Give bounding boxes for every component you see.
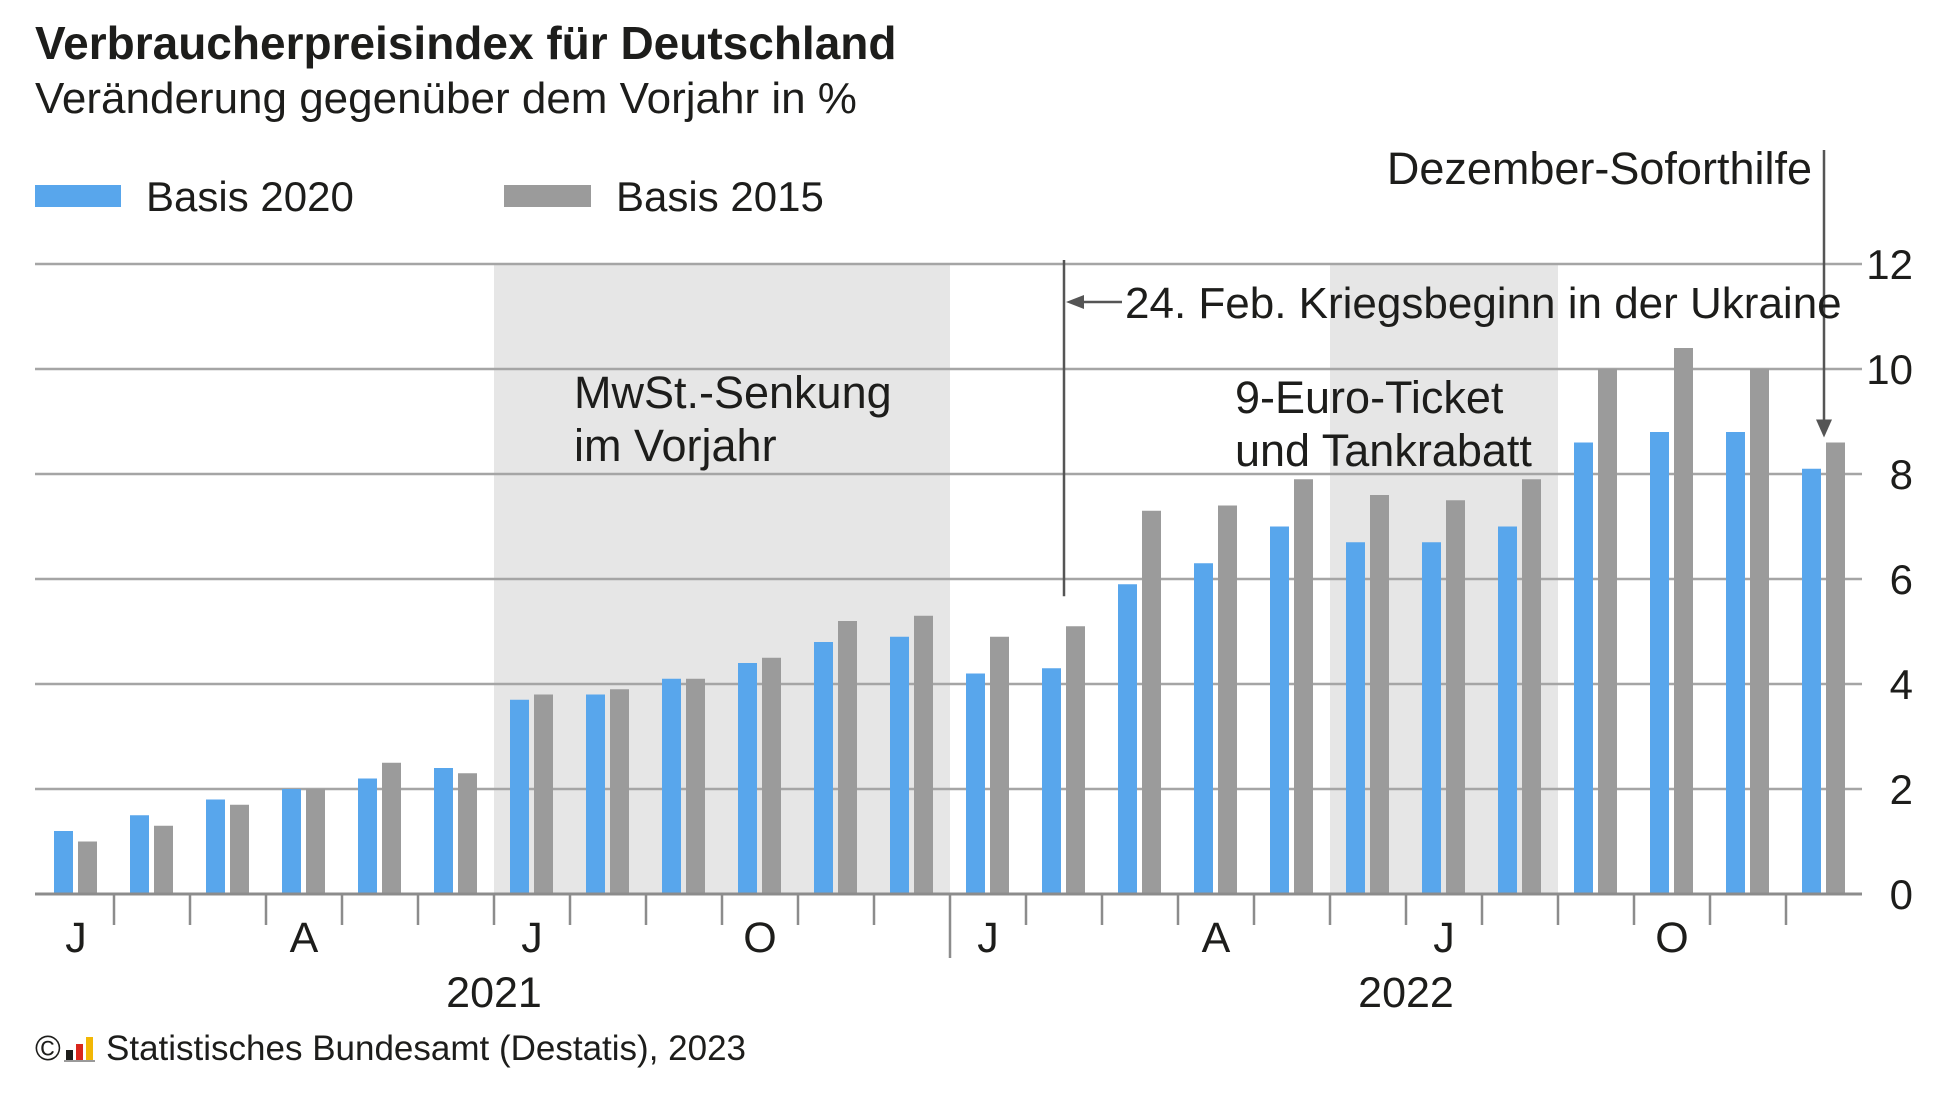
year-label: 2022: [1358, 969, 1454, 1017]
bar-basis-2015-2021-06: [458, 773, 477, 894]
bar-basis-2020-2022-09: [1574, 442, 1593, 894]
y-tick-label-8: 8: [1890, 451, 1913, 498]
x-tick-label: A: [290, 914, 319, 962]
arrow-left-icon: [1066, 295, 1084, 309]
legend-label-basis-2015: Basis 2015: [616, 173, 824, 220]
source-label: Statistisches Bundesamt (Destatis), 2023: [106, 1029, 746, 1068]
bar-basis-2020-2021-10: [738, 663, 757, 894]
bar-basis-2020-2021-03: [206, 799, 225, 894]
y-tick-label-6: 6: [1890, 556, 1913, 603]
annotation-lines: [1062, 150, 1832, 597]
bar-basis-2020-2021-02: [130, 815, 149, 894]
bar-basis-2015-2022-03: [1142, 510, 1161, 894]
x-tick-label: O: [1655, 914, 1688, 962]
bar-basis-2020-2021-11: [814, 642, 833, 894]
x-tick-label: J: [1433, 914, 1455, 962]
destatis-logo-icon: [64, 1037, 95, 1062]
gridlines: [35, 262, 1862, 791]
bar-basis-2015-2021-07: [534, 694, 553, 894]
y-axis-labels: 0 2 4 6 8 10 12: [1866, 241, 1913, 918]
x-axis: J A J O J A J O 2021 2022: [35, 892, 1862, 1017]
bar-basis-2015-2021-04: [306, 789, 325, 894]
bar-basis-2015-2021-10: [762, 657, 781, 894]
logo-bar-gold: [86, 1037, 93, 1060]
bar-basis-2015-2021-02: [154, 825, 173, 894]
bar-basis-2015-2022-04: [1218, 505, 1237, 894]
bar-basis-2020-2021-12: [890, 636, 909, 894]
bar-basis-2020-2021-08: [586, 694, 605, 894]
x-tick-label: J: [977, 914, 999, 962]
y-tick-label-10: 10: [1866, 346, 1913, 393]
bar-basis-2015-2021-01: [78, 841, 97, 894]
x-tick-label: O: [743, 914, 776, 962]
annotation-kriegsbeginn: 24. Feb. Kriegsbeginn in der Ukraine: [1125, 279, 1842, 328]
y-tick-label-0: 0: [1890, 871, 1913, 918]
y-tick-label-2: 2: [1890, 766, 1913, 813]
bar-basis-2020-2021-01: [54, 831, 73, 894]
y-tick-label-4: 4: [1890, 661, 1913, 708]
bar-basis-2020-2021-09: [662, 678, 681, 894]
legend: Basis 2020 Basis 2015: [35, 173, 824, 220]
bar-basis-2015-2022-02: [1066, 626, 1085, 894]
annotation-mwst-line-2: im Vorjahr: [574, 420, 777, 471]
y-tick-label-12: 12: [1866, 241, 1913, 288]
legend-swatch-basis-2015: [504, 185, 591, 207]
x-tick-label: A: [1202, 914, 1231, 962]
bar-basis-2015-2022-05: [1294, 479, 1313, 894]
bar-basis-2015-2022-08: [1522, 479, 1541, 894]
bar-basis-2015-2021-11: [838, 621, 857, 894]
chart-subtitle: Veränderung gegenüber dem Vorjahr in %: [35, 74, 857, 123]
bars: [54, 348, 1845, 894]
bar-basis-2015-2022-01: [990, 636, 1009, 894]
bar-basis-2015-2022-10: [1674, 348, 1693, 894]
bar-basis-2020-2021-05: [358, 778, 377, 894]
footer: © Statistisches Bundesamt (Destatis), 20…: [35, 1029, 746, 1068]
bar-basis-2020-2022-02: [1042, 668, 1061, 894]
year-label: 2021: [446, 969, 542, 1017]
bar-basis-2020-2021-04: [282, 789, 301, 894]
bar-basis-2015-2022-07: [1446, 500, 1465, 894]
bar-basis-2020-2021-07: [510, 699, 529, 894]
bar-basis-2020-2022-12: [1802, 468, 1821, 894]
bar-basis-2020-2021-06: [434, 768, 453, 894]
annotation-9-euro-line-1: 9-Euro-Ticket: [1235, 372, 1504, 423]
bar-basis-2020-2022-11: [1726, 432, 1745, 894]
bar-basis-2015-2021-08: [610, 689, 629, 894]
bar-basis-2020-2022-10: [1650, 432, 1669, 894]
legend-swatch-basis-2020: [35, 185, 121, 207]
legend-label-basis-2020: Basis 2020: [146, 173, 354, 220]
annotation-dezember-soforthilfe: Dezember-Soforthilfe: [1387, 143, 1812, 194]
annotation-9-euro-line-2: und Tankrabatt: [1235, 425, 1532, 476]
bar-basis-2015-2022-11: [1750, 369, 1769, 894]
bar-basis-2020-2022-03: [1118, 584, 1137, 894]
arrow-down-icon: [1816, 419, 1832, 438]
bar-basis-2015-2022-09: [1598, 369, 1617, 894]
chart-title: Verbraucherpreisindex für Deutschland: [35, 17, 897, 69]
copyright-symbol: ©: [35, 1029, 61, 1068]
x-tick-label: J: [65, 914, 87, 962]
bar-basis-2020-2022-06: [1346, 542, 1365, 894]
bar-basis-2015-2021-12: [914, 615, 933, 894]
annotation-labels: MwSt.-Senkung im Vorjahr 9-Euro-Ticket u…: [574, 143, 1842, 476]
bar-basis-2015-2022-12: [1826, 442, 1845, 894]
bar-basis-2020-2022-07: [1422, 542, 1441, 894]
logo-bar-red: [76, 1044, 83, 1060]
legend-item-basis-2020: Basis 2020: [35, 173, 354, 220]
bar-basis-2020-2022-05: [1270, 526, 1289, 894]
logo-bar-black: [66, 1050, 73, 1060]
bar-basis-2015-2022-06: [1370, 495, 1389, 894]
bar-basis-2015-2021-03: [230, 804, 249, 894]
bar-basis-2020-2022-01: [966, 673, 985, 894]
bar-basis-2020-2022-08: [1498, 526, 1517, 894]
bar-basis-2015-2021-05: [382, 762, 401, 894]
annotation-mwst-line-1: MwSt.-Senkung: [574, 367, 892, 418]
bar-basis-2015-2021-09: [686, 678, 705, 894]
x-tick-label: J: [521, 914, 543, 962]
legend-item-basis-2015: Basis 2015: [504, 173, 824, 220]
bar-basis-2020-2022-04: [1194, 563, 1213, 894]
